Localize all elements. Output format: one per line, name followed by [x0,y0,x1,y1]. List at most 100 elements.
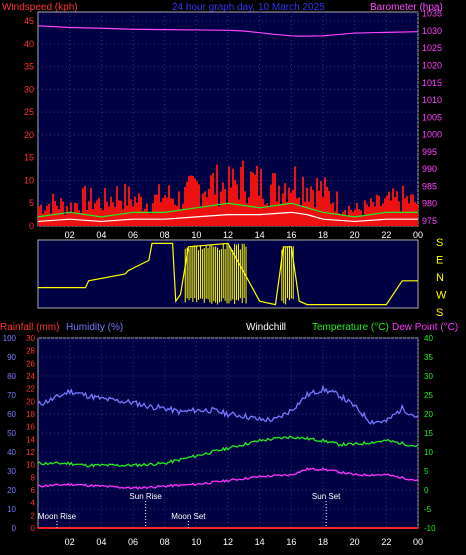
gust-bar [90,187,92,226]
gust-bar [364,200,366,226]
rainfall-tick-label: 20 [26,397,35,406]
barometer-line [37,25,419,37]
gust-bar [128,186,130,226]
gust-bar [70,202,72,226]
windspeed-line [37,211,418,223]
humidity-tick-label: 80 [7,372,16,381]
temperature-tick-label: 35 [424,353,433,362]
windspeed-tick-label: 30 [24,84,34,94]
gust-bar [156,194,158,226]
gust-bar [298,197,300,226]
gust-bar [312,189,314,226]
gust-bar [242,160,244,226]
gust-bar [306,187,308,226]
gust-bar [272,172,274,226]
gust-bar [40,204,42,226]
rainfall-tick-label: 10 [26,461,35,470]
gust-bar [296,198,298,226]
humidity-tick-label: 30 [7,467,16,476]
gust-bar [92,209,94,226]
time-tick-label: 04 [96,230,106,240]
gust-bar [382,203,384,226]
rainfall-tick-label: 12 [26,448,35,457]
rainfall-tick-label: 6 [31,486,36,495]
gust-bar [118,200,120,226]
gust-bar [158,184,160,226]
direction-letter: E [436,255,443,267]
astro-label-moon-rise: Moon Rise [38,512,77,521]
gust-bar [334,211,336,226]
time-tick-label: 22 [381,230,391,240]
gust-bar [412,194,414,226]
barometer-tick-label: 1005 [422,112,442,122]
gust-bar [152,203,154,226]
gust-bar [390,200,392,226]
gust-bar [394,197,396,226]
rainfall-axis-label: Rainfall (mm) [0,322,59,333]
gust-bar [370,198,372,226]
gust-bar [230,187,232,226]
gust-bar [278,185,280,226]
gust-bar [44,210,46,226]
gust-bar [328,191,330,226]
gust-bar [368,207,370,226]
gust-bar [352,211,354,226]
gust-bar [66,206,68,226]
gust-bar [262,198,264,226]
gust-bar [292,189,294,226]
windspeed-tick-label: 35 [24,62,34,72]
gust-bar [356,203,358,226]
gust-bar [378,195,380,226]
gust-bar [106,201,108,226]
barometer-tick-label: 980 [422,199,437,209]
barometer-tick-label: 990 [422,164,437,174]
gust-bar [208,188,210,226]
time-tick-label: 22 [381,537,391,547]
gust-bar [216,164,218,226]
gust-bar [274,173,276,226]
gust-bar [416,203,418,226]
astro-label-sun-set: Sun Set [312,492,341,501]
humidity-tick-label: 60 [7,410,16,419]
time-tick-label: 20 [350,230,360,240]
windspeed-tick-label: 0 [29,221,34,231]
humidity-tick-label: 20 [7,486,16,495]
time-tick-label: 06 [128,537,138,547]
barometer-tick-label: 1020 [422,61,442,71]
temperature-tick-label: 20 [424,410,433,419]
gust-bar [98,197,100,226]
gust-bar [140,196,142,226]
barometer-tick-label: 1000 [422,130,442,140]
gust-bar [54,200,56,226]
gust-bar [198,184,200,226]
humidity-tick-label: 100 [3,334,17,343]
barometer-tick-label: 985 [422,181,437,191]
gust-bar [168,185,170,226]
gust-bar [350,209,352,226]
time-tick-label: 18 [318,230,328,240]
windchill-label: Windchill [246,322,286,333]
rainfall-tick-label: 28 [26,347,35,356]
gust-bar [294,166,296,226]
dewpoint-axis-label: Dew Point (°C) [392,322,458,333]
gust-bar [234,179,236,226]
gust-bar [268,206,270,226]
gust-bar [164,195,166,226]
gust-bar [56,205,58,226]
gust-bar [122,209,124,226]
gust-bar [202,193,204,226]
gust-bar [402,185,404,226]
windspeed-axis-label: Windspeed (kph) [2,2,78,13]
rainfall-tick-label: 24 [26,372,35,381]
temperature-tick-label: 0 [424,486,429,495]
gust-bar [286,202,288,226]
gust-bar [64,214,66,226]
gust-bar [360,210,362,226]
gust-bar [256,165,258,226]
gust-bar [406,195,408,226]
gust-bar [302,176,304,226]
gust-bar [192,175,194,226]
time-tick-label: 10 [191,230,201,240]
